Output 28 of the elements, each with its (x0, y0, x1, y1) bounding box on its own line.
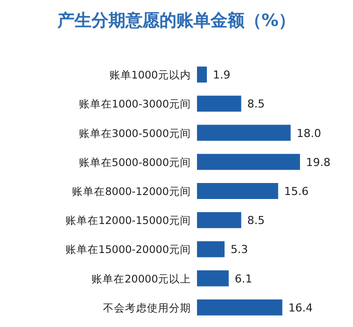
y-tick-label: 账单在3000-5000元间 (78, 126, 191, 140)
bar (197, 183, 278, 199)
y-tick-label: 账单在12000-15000元间 (65, 214, 191, 228)
y-tick-label: 不会考虑使用分期 (103, 301, 191, 314)
data-label: 15.6 (284, 185, 309, 198)
y-tick-label: 账单在5000-8000元间 (78, 156, 191, 169)
y-tick-label: 账单在8000-12000元间 (72, 185, 191, 198)
data-label: 1.9 (212, 68, 230, 82)
data-label: 5.3 (230, 243, 248, 256)
bar (197, 124, 291, 141)
data-label: 8.5 (247, 214, 265, 228)
bar (197, 96, 242, 112)
bar (197, 270, 229, 286)
bar (197, 241, 225, 258)
y-tick-label: 账单在20000元以上 (92, 272, 191, 286)
bar (197, 212, 242, 228)
y-tick-label: 账单1000元以内 (109, 68, 191, 82)
data-label: 6.1 (234, 272, 252, 286)
data-label: 16.4 (288, 301, 313, 314)
data-label: 18.0 (296, 126, 322, 140)
data-label: 8.5 (247, 98, 265, 111)
y-tick-label: 账单在1000-3000元间 (78, 98, 191, 111)
bar (197, 154, 300, 170)
chart-title: 产生分期意愿的账单金额（%） (56, 11, 296, 31)
y-tick-label: 账单在15000-20000元间 (65, 243, 191, 256)
bar (197, 66, 207, 83)
data-label: 19.8 (306, 156, 330, 169)
bar (197, 299, 282, 316)
